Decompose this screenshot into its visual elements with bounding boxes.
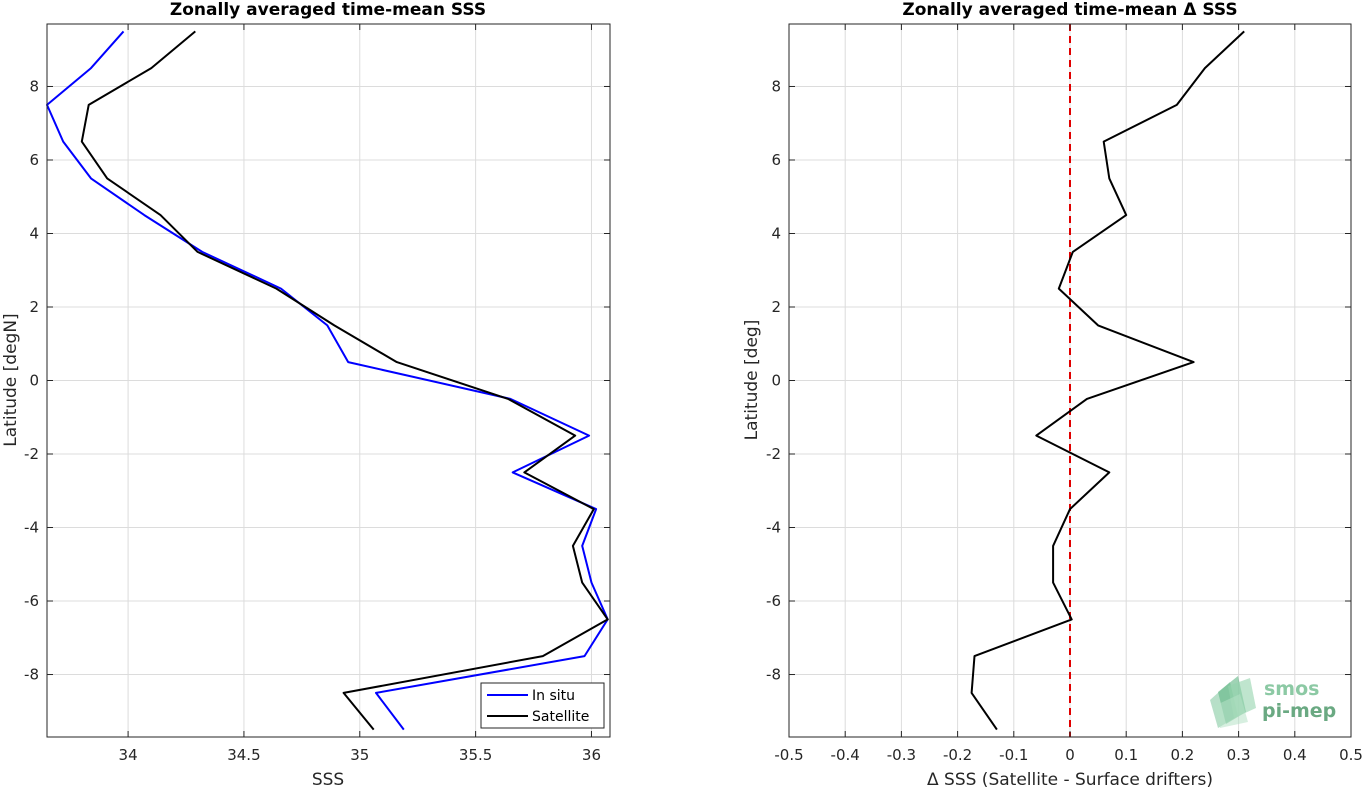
left-series-line-satellite <box>80 30 609 731</box>
right-series-group <box>970 30 1245 731</box>
left-x-tick-label: 35 <box>350 746 369 764</box>
left-x-tick-label: 35.5 <box>459 746 492 764</box>
right-plot: -0.5 -0.4 -0.3 -0.2 -0.1 0 0.1 0.2 0.3 0.4 0.5 -8 -6… <box>742 0 1363 790</box>
left-series-group <box>46 30 609 731</box>
right-y-tick-label: -8 <box>766 666 781 684</box>
left-legend: In situ Satellite <box>480 682 605 729</box>
right-x-tick-label: -0.2 <box>943 746 972 764</box>
left-y-tick-label: -2 <box>24 445 39 463</box>
right-chart-title: Zonally averaged time-mean Δ SSS <box>902 0 1237 20</box>
right-series-line-delta-sss <box>970 30 1245 731</box>
left-x-tick-label: 36 <box>582 746 601 764</box>
right-x-tick-label: 0.4 <box>1283 746 1307 764</box>
left-grid <box>47 24 610 737</box>
left-y-tick-label: -4 <box>24 519 39 537</box>
left-y-tick-label: 6 <box>29 151 39 169</box>
right-y-tick-label: 6 <box>771 151 781 169</box>
right-y-tick-label: 0 <box>771 372 781 390</box>
right-x-tick-label: 0.2 <box>1170 746 1194 764</box>
left-y-tick-label: 0 <box>29 372 39 390</box>
right-y-tick-label: 2 <box>771 298 781 316</box>
legend-box <box>480 682 605 729</box>
left-y-tick-label: -6 <box>24 592 39 610</box>
right-y-tick-label: -2 <box>766 445 781 463</box>
right-x-tick-label: 0.5 <box>1339 746 1363 764</box>
right-x-tick-label: 0.1 <box>1114 746 1138 764</box>
left-chart-title: Zonally averaged time-mean SSS <box>170 0 486 20</box>
logo-icon <box>1210 676 1256 728</box>
legend-label-satellite: Satellite <box>532 709 589 725</box>
left-y-axis-label: Latitude [degN] <box>1 313 21 446</box>
left-y-tick-label: 8 <box>29 77 39 95</box>
left-plot: 34 34.5 35 35.5 36 -8 -6 -4 -2 0 2 4 6 8 Zonally aver… <box>1 0 611 790</box>
right-x-tick-label: -0.1 <box>999 746 1028 764</box>
left-series-line-in-situ <box>46 30 609 731</box>
legend-label-in-situ: In situ <box>532 688 575 704</box>
right-x-tick-label: -0.3 <box>887 746 916 764</box>
left-x-axis-label: SSS <box>312 770 344 790</box>
right-y-tick-label: 8 <box>771 77 781 95</box>
right-x-tick-label: -0.4 <box>831 746 860 764</box>
right-y-tick-label: 4 <box>771 224 781 242</box>
logo-text-pi-mep: pi-mep <box>1262 700 1336 722</box>
right-y-tick-label: -4 <box>766 519 781 537</box>
left-x-tick-label: 34.5 <box>227 746 260 764</box>
left-y-tick-label: 2 <box>29 298 39 316</box>
right-x-tick-label: 0.3 <box>1227 746 1251 764</box>
left-y-tick-label: -8 <box>24 666 39 684</box>
right-x-tick-label: -0.5 <box>774 746 803 764</box>
right-x-tick-label: 0 <box>1065 746 1075 764</box>
right-y-tick-label: -6 <box>766 592 781 610</box>
left-y-tick-label: 4 <box>29 224 39 242</box>
smos-pi-mep-logo: smos pi-mep <box>1210 676 1336 728</box>
right-x-axis-label: Δ SSS (Satellite - Surface drifters) <box>927 770 1213 790</box>
left-ticks: 34 34.5 35 35.5 36 -8 -6 -4 -2 0 2 4 6 8 <box>24 24 610 764</box>
right-y-axis-label: Latitude [deg] <box>742 320 762 441</box>
logo-text-smos: smos <box>1264 678 1319 700</box>
left-x-tick-label: 34 <box>119 746 138 764</box>
right-ticks: -0.5 -0.4 -0.3 -0.2 -0.1 0 0.1 0.2 0.3 0.4 0.5 -8 -6… <box>766 24 1363 764</box>
